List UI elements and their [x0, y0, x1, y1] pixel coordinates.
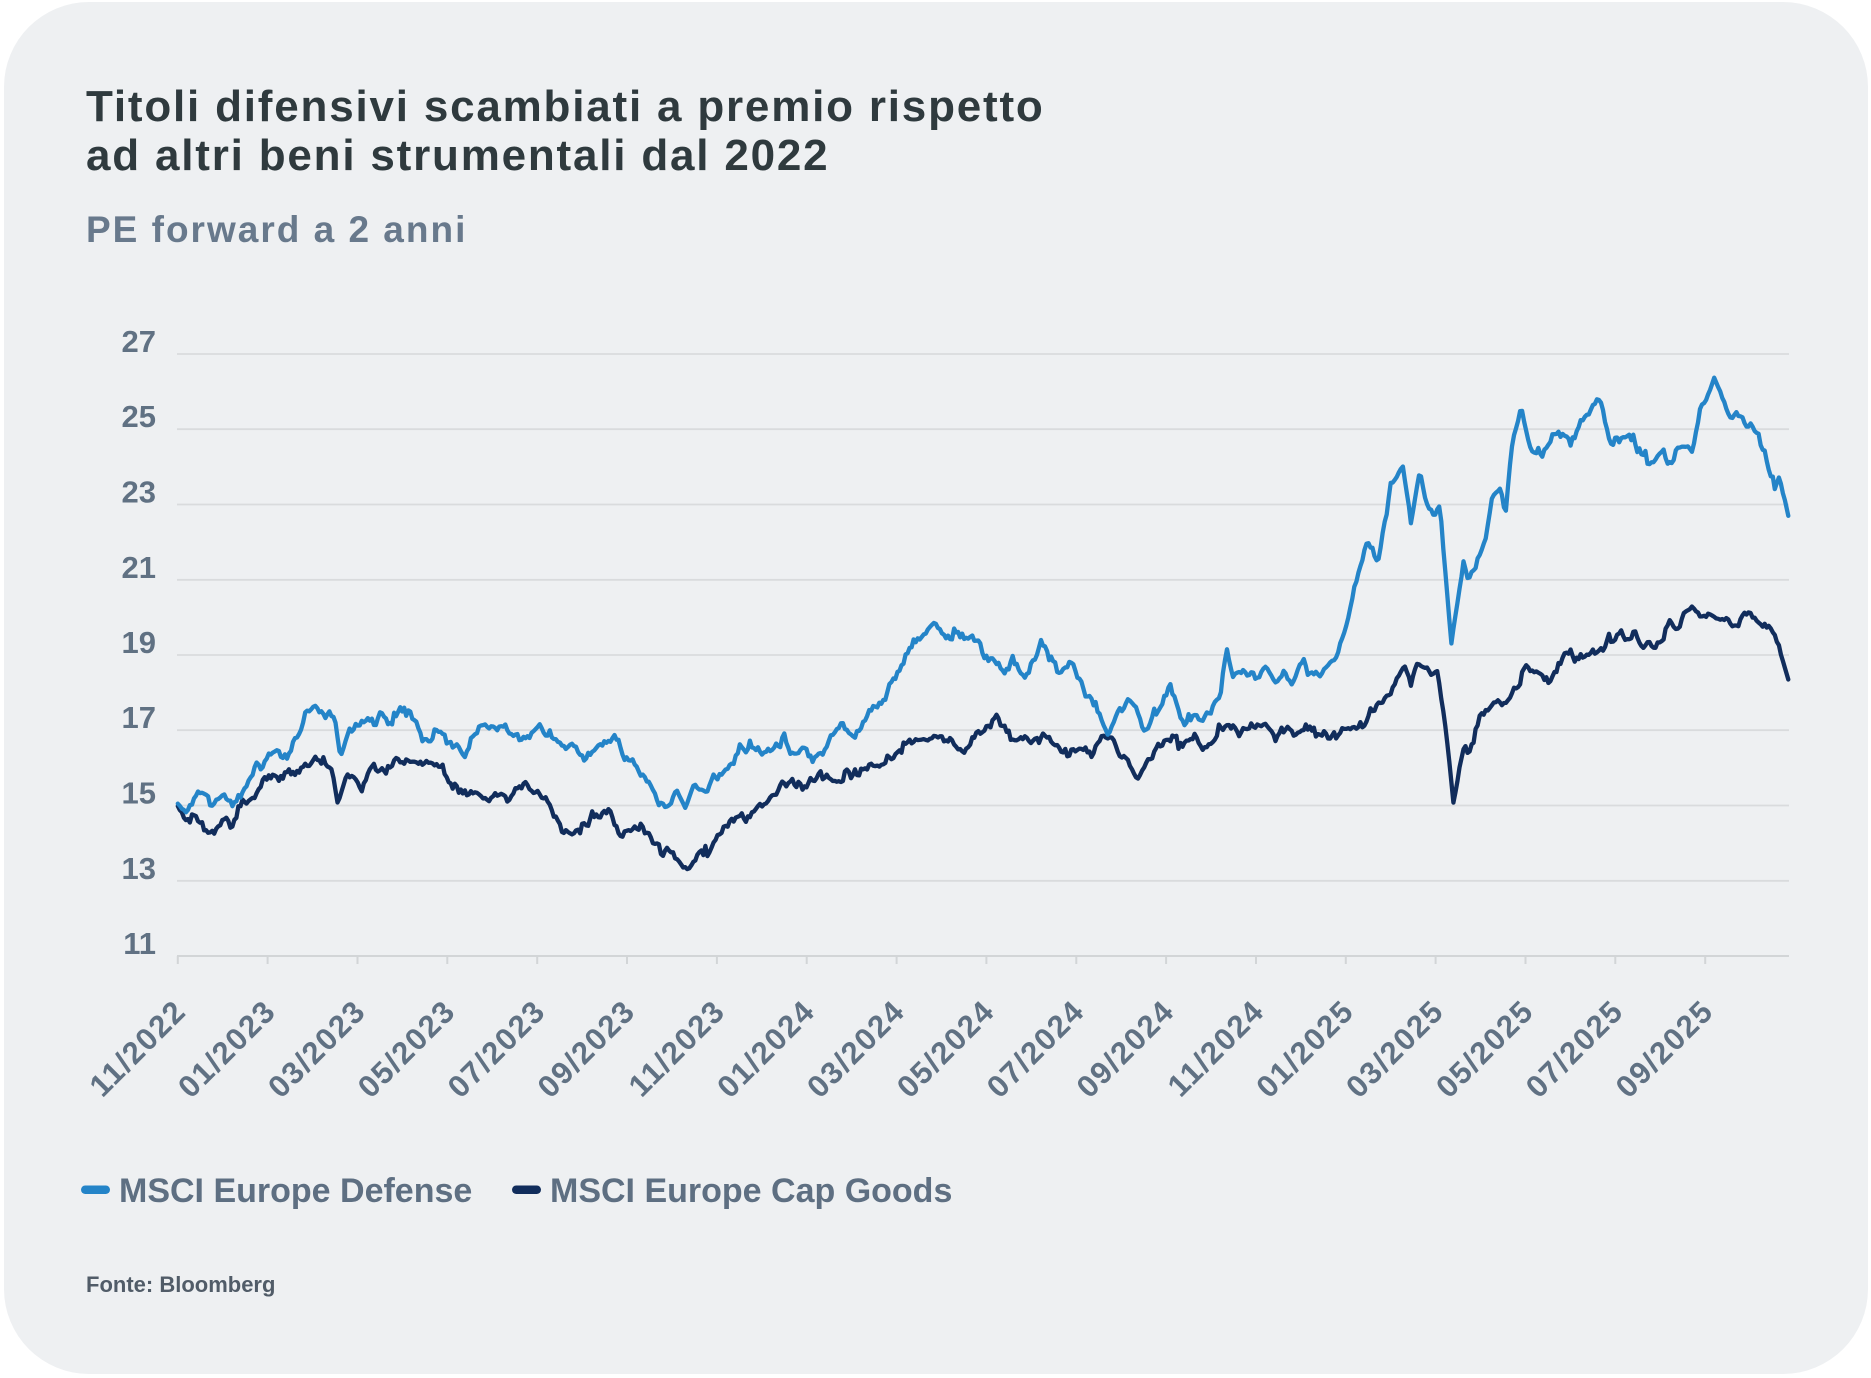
- svg-text:15: 15: [122, 776, 156, 811]
- svg-text:Fonte: Bloomberg: Fonte: Bloomberg: [86, 1272, 275, 1297]
- svg-text:13: 13: [122, 851, 156, 886]
- svg-text:MSCI Europe Cap Goods: MSCI Europe Cap Goods: [550, 1172, 952, 1210]
- svg-text:ad altri beni strumentali dal: ad altri beni strumentali dal 2022: [86, 131, 829, 180]
- svg-text:17: 17: [122, 700, 156, 735]
- svg-text:27: 27: [122, 324, 156, 359]
- svg-text:23: 23: [122, 475, 156, 510]
- svg-text:Titoli difensivi scambiati a p: Titoli difensivi scambiati a premio risp…: [86, 82, 1045, 131]
- svg-text:11: 11: [123, 926, 156, 961]
- svg-text:25: 25: [122, 399, 156, 434]
- svg-text:PE forward a 2 anni: PE forward a 2 anni: [86, 209, 467, 250]
- svg-text:19: 19: [122, 625, 156, 660]
- svg-text:21: 21: [122, 550, 156, 585]
- svg-text:MSCI Europe Defense: MSCI Europe Defense: [119, 1172, 472, 1210]
